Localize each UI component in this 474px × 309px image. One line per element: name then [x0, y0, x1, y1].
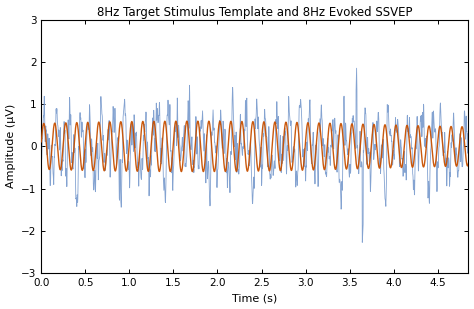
Y-axis label: Amplitude (μV): Amplitude (μV)	[6, 104, 16, 188]
Title: 8Hz Target Stimulus Template and 8Hz Evoked SSVEP: 8Hz Target Stimulus Template and 8Hz Evo…	[97, 6, 413, 19]
X-axis label: Time (s): Time (s)	[232, 294, 277, 303]
